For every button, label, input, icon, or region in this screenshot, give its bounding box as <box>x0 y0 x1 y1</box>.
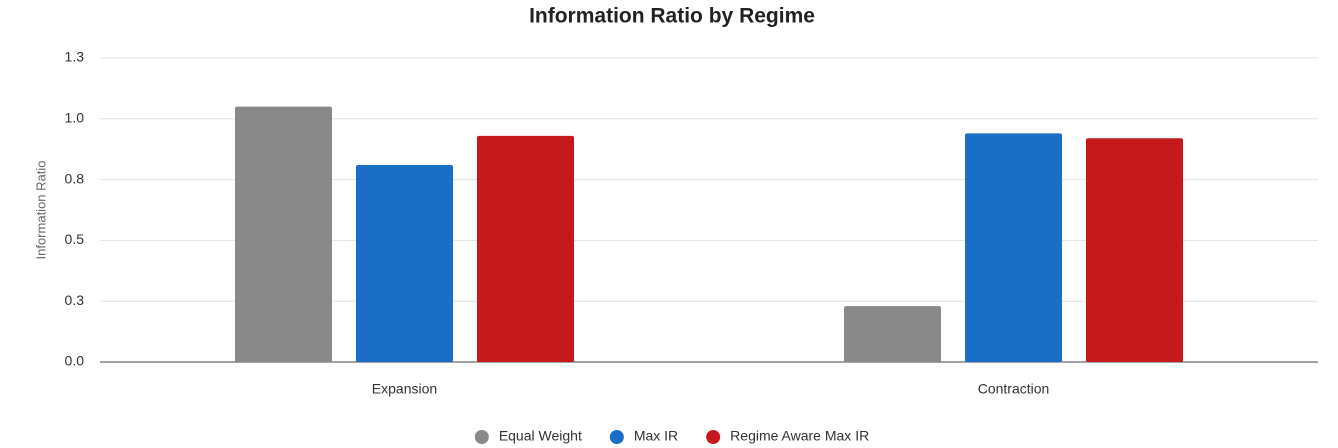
y-axis-title: Information Ratio <box>33 161 48 260</box>
legend-marker <box>474 430 489 444</box>
bar <box>235 106 332 362</box>
bar <box>844 306 941 362</box>
y-tick-label: 1.0 <box>65 110 85 126</box>
x-tick-label: Contraction <box>978 381 1050 397</box>
y-tick-label: 0.0 <box>65 353 85 369</box>
bar <box>477 135 574 362</box>
legend-marker <box>609 430 624 444</box>
legend-label: Max IR <box>634 428 678 444</box>
bar <box>1086 138 1183 362</box>
y-tick-label: 1.3 <box>65 49 85 65</box>
legend-marker <box>706 430 721 444</box>
x-tick-label: Expansion <box>372 381 437 397</box>
legend-label: Regime Aware Max IR <box>730 428 869 444</box>
y-tick-label: 0.5 <box>65 231 85 247</box>
chart-title: Information Ratio by Regime <box>529 5 815 28</box>
legend-label: Equal Weight <box>499 428 582 444</box>
y-tick-label: 0.8 <box>65 170 85 186</box>
bar <box>356 165 453 362</box>
bar <box>965 133 1062 362</box>
y-tick-label: 0.3 <box>65 292 85 308</box>
